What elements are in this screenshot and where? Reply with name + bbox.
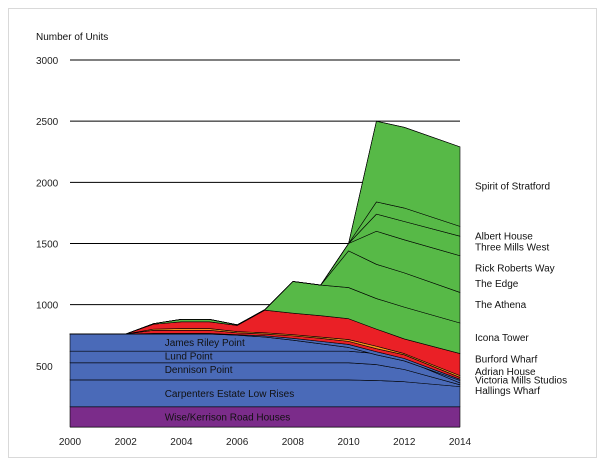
data-bands — [69, 120, 461, 428]
x-tick-2010: 2010 — [337, 437, 360, 448]
label-rick-roberts-way: Rick Roberts Way — [475, 263, 555, 274]
y-axis-label: Number of Units — [36, 32, 108, 43]
x-tick-2012: 2012 — [393, 437, 416, 448]
x-tick-labels: 2000 2002 2004 2006 2008 2010 2012 2014 — [59, 437, 472, 448]
y-tick-2000: 2000 — [36, 178, 59, 189]
x-tick-2004: 2004 — [170, 437, 193, 448]
label-burford-wharf: Burford Wharf — [475, 355, 537, 366]
band-spirit-of-stratford — [69, 120, 461, 335]
inline-labels: James Riley Point Lund Point Dennison Poin… — [165, 338, 295, 423]
label-icona-tower: Icona Tower — [475, 333, 529, 344]
y-tick-2500: 2500 — [36, 117, 59, 128]
y-tick-1000: 1000 — [36, 301, 59, 312]
label-james-riley-point: James Riley Point — [165, 338, 245, 349]
label-the-athena: The Athena — [475, 300, 527, 311]
x-tick-2014: 2014 — [449, 437, 472, 448]
y-tick-labels: 500 1000 1500 2000 2500 3000 — [36, 56, 59, 373]
x-tick-2006: 2006 — [226, 437, 249, 448]
x-tick-2008: 2008 — [282, 437, 305, 448]
label-lund-point: Lund Point — [165, 352, 213, 363]
label-victoria-mills-studios: Victoria Mills Studios — [475, 375, 567, 386]
label-spirit-of-stratford: Spirit of Stratford — [475, 182, 550, 193]
label-wise-kerrison-road-houses: Wise/Kerrison Road Houses — [165, 412, 291, 423]
y-tick-500: 500 — [36, 362, 53, 373]
x-tick-2000: 2000 — [59, 437, 82, 448]
label-hallings-wharf: Hallings Wharf — [475, 386, 540, 397]
label-dennison-point: Dennison Point — [165, 365, 233, 376]
label-carpenters-estate-low-rises: Carpenters Estate Low Rises — [165, 389, 295, 400]
label-albert-house: Albert House — [475, 232, 533, 243]
y-tick-1500: 1500 — [36, 240, 59, 251]
label-adrian-house: Adrian House — [475, 367, 536, 378]
label-the-edge: The Edge — [475, 279, 519, 290]
label-three-mills-west: Three Mills West — [475, 243, 549, 254]
x-tick-2002: 2002 — [115, 437, 138, 448]
y-tick-3000: 3000 — [36, 56, 59, 67]
chart-frame — [8, 8, 597, 458]
